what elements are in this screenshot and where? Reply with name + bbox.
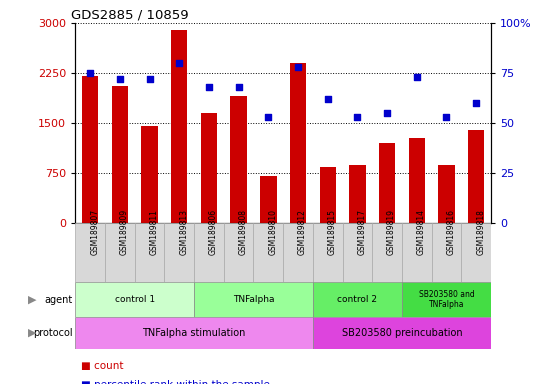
Point [383, 110, 392, 116]
FancyBboxPatch shape [432, 223, 461, 282]
FancyBboxPatch shape [194, 282, 313, 317]
Point [472, 100, 480, 106]
Bar [408, 137, 425, 223]
Point [145, 76, 154, 82]
FancyBboxPatch shape [253, 223, 283, 282]
Point [353, 114, 362, 120]
Text: GSM189815: GSM189815 [328, 209, 336, 255]
Text: GSM189819: GSM189819 [387, 209, 396, 255]
Point [116, 76, 124, 82]
FancyBboxPatch shape [461, 223, 491, 282]
Point [204, 84, 213, 90]
Text: GSM189816: GSM189816 [446, 209, 455, 255]
FancyBboxPatch shape [105, 223, 134, 282]
Text: SB203580 preincubation: SB203580 preincubation [341, 328, 462, 338]
FancyBboxPatch shape [343, 223, 372, 282]
Text: GSM189808: GSM189808 [239, 209, 248, 255]
Text: GSM189817: GSM189817 [358, 209, 367, 255]
Text: GSM189812: GSM189812 [298, 209, 307, 255]
Text: control 2: control 2 [338, 295, 377, 304]
Text: TNFalpha: TNFalpha [233, 295, 274, 304]
FancyBboxPatch shape [313, 282, 402, 317]
FancyBboxPatch shape [134, 223, 165, 282]
Text: ▶: ▶ [28, 295, 36, 305]
Point [234, 84, 243, 90]
Text: TNFalpha stimulation: TNFalpha stimulation [142, 328, 246, 338]
Bar [349, 165, 365, 223]
FancyBboxPatch shape [313, 223, 343, 282]
Bar [290, 63, 306, 223]
Bar [171, 30, 187, 223]
Bar [468, 129, 484, 223]
FancyBboxPatch shape [75, 317, 313, 349]
Text: ▶: ▶ [28, 328, 36, 338]
Text: GSM189814: GSM189814 [417, 209, 426, 255]
Bar [141, 126, 158, 223]
Text: GSM189818: GSM189818 [476, 209, 485, 255]
FancyBboxPatch shape [402, 223, 432, 282]
Bar [439, 165, 455, 223]
FancyBboxPatch shape [224, 223, 253, 282]
Text: GSM189807: GSM189807 [90, 209, 99, 255]
FancyBboxPatch shape [75, 223, 105, 282]
Text: protocol: protocol [33, 328, 73, 338]
FancyBboxPatch shape [75, 282, 194, 317]
Text: GSM189806: GSM189806 [209, 209, 218, 255]
Text: control 1: control 1 [114, 295, 155, 304]
FancyBboxPatch shape [313, 317, 491, 349]
Point [323, 96, 332, 102]
Point [412, 74, 421, 80]
Bar [260, 176, 277, 223]
Point [294, 64, 302, 70]
Point [86, 70, 95, 76]
Point [442, 114, 451, 120]
Bar [201, 113, 217, 223]
Text: SB203580 and
TNFalpha: SB203580 and TNFalpha [418, 290, 474, 309]
Text: GSM189813: GSM189813 [179, 209, 188, 255]
FancyBboxPatch shape [165, 223, 194, 282]
Text: GSM189810: GSM189810 [268, 209, 277, 255]
Text: GSM189809: GSM189809 [120, 209, 129, 255]
FancyBboxPatch shape [402, 282, 491, 317]
FancyBboxPatch shape [372, 223, 402, 282]
Text: ■ percentile rank within the sample: ■ percentile rank within the sample [81, 380, 270, 384]
Bar [112, 86, 128, 223]
FancyBboxPatch shape [194, 223, 224, 282]
Bar [230, 96, 247, 223]
Bar [82, 76, 98, 223]
Bar [320, 167, 336, 223]
Point [264, 114, 273, 120]
Text: GSM189811: GSM189811 [150, 209, 158, 255]
FancyBboxPatch shape [283, 223, 313, 282]
Text: agent: agent [44, 295, 73, 305]
Bar [379, 143, 395, 223]
Point [175, 60, 184, 66]
Text: GDS2885 / 10859: GDS2885 / 10859 [71, 9, 189, 22]
Text: ■ count: ■ count [81, 361, 123, 371]
